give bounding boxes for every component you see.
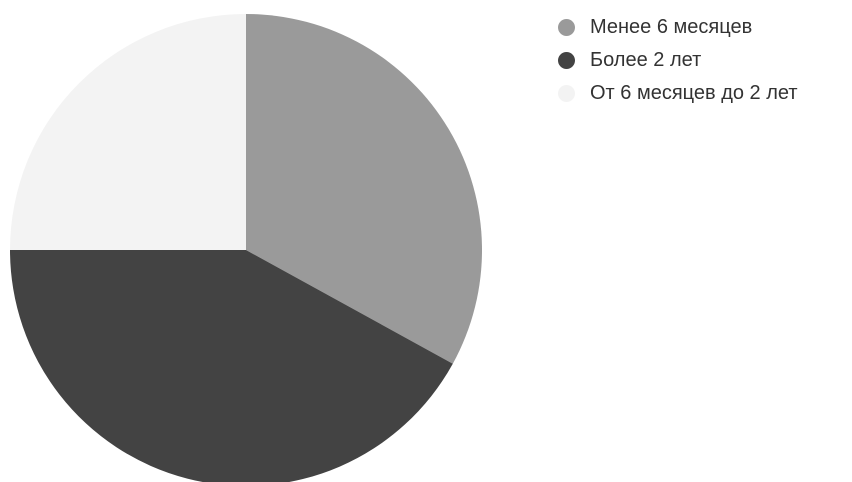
- pie-slice-more-than-2-years: [10, 250, 453, 482]
- legend: Менее 6 месяцев Более 2 лет От 6 месяцев…: [558, 11, 798, 110]
- legend-item-6-months-to-2-years: От 6 месяцев до 2 лет: [558, 77, 798, 110]
- pie-slice-less-than-6-months: [246, 14, 483, 364]
- legend-label-less-than-6-months: Менее 6 месяцев: [590, 16, 753, 38]
- legend-item-more-than-2-years: Более 2 лет: [558, 44, 798, 77]
- legend-label-6-months-to-2-years: От 6 месяцев до 2 лет: [590, 82, 798, 104]
- legend-marker-more-than-2-years: [558, 52, 575, 69]
- legend-marker-less-than-6-months: [558, 19, 575, 36]
- legend-marker-6-months-to-2-years: [558, 85, 575, 102]
- pie-slice-6-months-to-2-years: [10, 14, 246, 250]
- legend-item-less-than-6-months: Менее 6 месяцев: [558, 11, 798, 44]
- legend-label-more-than-2-years: Более 2 лет: [590, 49, 702, 71]
